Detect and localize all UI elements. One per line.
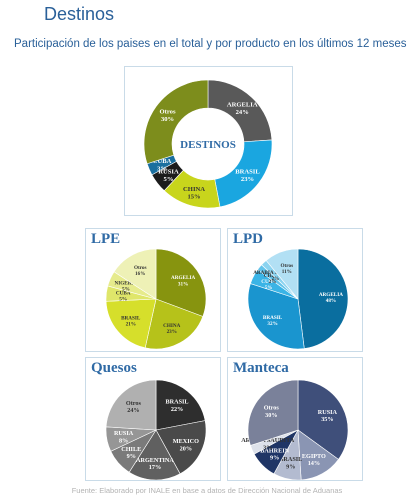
- lpd-slice-value-otros: 11%: [282, 269, 292, 275]
- lpd-slice-label-brasil: BRASIL: [263, 315, 283, 321]
- destinos-slice-label-argelia: ARGELIA: [227, 102, 258, 109]
- destinos-panel: ARGELIA 24% BRASIL 23% CHINA 15% RUSIA 5% CUBA 3%…: [124, 66, 293, 216]
- manteca-slice-rusia: [297, 379, 349, 460]
- destinos-slice-label-brasil: BRASIL: [235, 169, 260, 176]
- manteca-title: Manteca: [233, 360, 289, 376]
- manteca-slice-value-bahrein: 9%: [270, 455, 279, 462]
- lpd-title: LPD: [233, 231, 263, 247]
- destinos-slice-value-cuba: 3%: [157, 165, 167, 172]
- lpe-slice-brasil: [105, 298, 157, 349]
- lpd-panel: ARGELIA 48% BRASIL 32% CUBA 5% CHINA 2% ARABIA S…: [227, 228, 363, 352]
- lpe-slice-value-brasil: 21%: [126, 321, 136, 327]
- lpd-slice-value-brasil: 32%: [267, 321, 277, 327]
- destinos-slice-otros: [143, 79, 209, 165]
- lpe-slice-china: [144, 298, 204, 350]
- lpd-slice-label-arabia-saudita: ARABIA SAUDITA: [253, 270, 298, 276]
- quesos-title: Quesos: [91, 360, 137, 376]
- quesos-slice-value-argentina: 17%: [149, 464, 161, 471]
- destinos-slice-value-rusia: 5%: [164, 176, 174, 183]
- lpe-slice-value-nigeria: 5%: [122, 287, 130, 293]
- lpe-title: LPE: [91, 231, 121, 247]
- lpe-pie-chart: ARGELIA31%CHINA23%BRASIL21%CUBA5%NIGERIA…: [105, 248, 207, 350]
- page-subtitle: Participación de los paises en el total …: [14, 38, 407, 50]
- quesos-slice-value-otros: 24%: [127, 407, 139, 414]
- lpe-slice-label-cuba: CUBA: [116, 290, 131, 296]
- destinos-slice-label-otros: Otros: [160, 109, 176, 116]
- quesos-slice-value-mexico: 20%: [180, 445, 192, 452]
- lpe-slice-argelia: [155, 248, 207, 317]
- lpe-slice-value-china: 23%: [167, 329, 177, 335]
- quesos-panel: BRASIL 22% MEXICO 20% ARGENTINA 17% CHILE 9% RUS…: [85, 357, 221, 481]
- destinos-slice-label-china: CHINA: [183, 186, 205, 193]
- lpd-slice-label-cuba: CUBA: [261, 279, 276, 285]
- lpd-slice-label-china: CHINA: [264, 273, 282, 279]
- quesos-slice-argentina: [128, 429, 181, 480]
- lpe-slice-label-argelia: ARGELIA: [171, 275, 195, 281]
- quesos-slice-mexico: [155, 420, 207, 475]
- destinos-slice-value-china: 15%: [187, 194, 200, 201]
- manteca-slice-label-arabia-saudita: ARABIA SAUDITA: [241, 437, 295, 444]
- lpe-slice-label-brasil: BRASIL: [121, 315, 141, 321]
- manteca-panel: RUSIA 35% EGIPTO 14% BRASIL 9% BAHREIN 9% ARABIA…: [227, 357, 363, 481]
- quesos-slice-label-mexico: MEXICO: [173, 438, 199, 445]
- lpd-slice-value-arabia-saudita: 2%: [272, 276, 280, 282]
- lpd-slice-value-china: 2%: [269, 279, 277, 285]
- lpd-slice-value-cuba: 5%: [265, 285, 273, 291]
- lpe-slice-value-cuba: 5%: [119, 297, 127, 303]
- manteca-slice-value-brasil: 9%: [286, 463, 295, 470]
- destinos-slice-label-cuba: CUBA: [153, 158, 172, 165]
- page-heading: Destinos: [44, 4, 115, 24]
- manteca-pie-chart: RUSIA35%EGIPTO14%BRASIL9%BAHREIN9%ARABIA…: [241, 379, 349, 480]
- manteca-slice-otros: [247, 379, 299, 446]
- manteca-slice-value-otros: 30%: [265, 412, 277, 419]
- manteca-slice-value-arabia-saudita: 3%: [263, 444, 272, 451]
- manteca-slice-label-rusia: RUSIA: [318, 409, 338, 416]
- lpe-panel: ARGELIA 31% CHINA 23% BRASIL 21% CUBA 5% NIGERIA…: [85, 228, 221, 352]
- manteca-slice-label-otros: Otros: [264, 405, 280, 412]
- quesos-slice-brasil: [155, 379, 206, 431]
- lpe-slice-value-argelia: 31%: [178, 281, 188, 287]
- destinos-slice-value-argelia: 24%: [236, 109, 249, 116]
- lpe-slice-label-nigeria: NIGERIA: [114, 281, 137, 287]
- manteca-slice-value-egipto: 14%: [308, 460, 320, 467]
- lpd-slice-value-argelia: 48%: [326, 298, 336, 304]
- quesos-slice-label-rusia: RUSIA: [114, 430, 134, 437]
- destinos-slice-label-rusia: RUSIA: [158, 169, 179, 176]
- quesos-slice-label-chile: CHILE: [121, 446, 141, 453]
- lpe-slice-label-otros: Otros: [134, 265, 147, 271]
- destinos-slice-value-brasil: 23%: [241, 176, 254, 183]
- lpd-slice-brasil: [247, 283, 305, 350]
- destinos-slice-value-otros: 30%: [161, 116, 174, 123]
- manteca-slice-value-rusia: 35%: [321, 416, 333, 423]
- quesos-slice-label-brasil: BRASIL: [166, 399, 189, 406]
- lpd-slice-otros: [265, 248, 299, 300]
- manteca-slice-label-brasil: BRASIL: [279, 456, 302, 463]
- manteca-slice-label-egipto: EGIPTO: [302, 453, 326, 460]
- lpd-slice-label-otros: Otros: [281, 263, 294, 269]
- lpe-slice-value-otros: 16%: [135, 271, 145, 277]
- quesos-slice-label-argentina: ARGENTINA: [136, 457, 174, 464]
- lpd-slice-argelia: [297, 248, 349, 349]
- quesos-slice-value-rusia: 8%: [119, 437, 128, 444]
- manteca-slice-label-bahrein: BAHREIN: [260, 447, 289, 454]
- quesos-slice-label-otros: Otros: [126, 400, 142, 407]
- quesos-slice-value-brasil: 22%: [171, 406, 183, 413]
- source-footnote: Fuente: Elaborado por INALE en base a da…: [71, 486, 343, 495]
- lpe-slice-otros: [113, 248, 157, 300]
- destinos-center-label: DESTINOS: [180, 139, 236, 151]
- quesos-slice-otros: [105, 379, 157, 431]
- lpe-slice-label-china: CHINA: [163, 323, 181, 329]
- quesos-slice-value-chile: 9%: [127, 453, 136, 460]
- lpd-slice-label-argelia: ARGELIA: [319, 292, 343, 298]
